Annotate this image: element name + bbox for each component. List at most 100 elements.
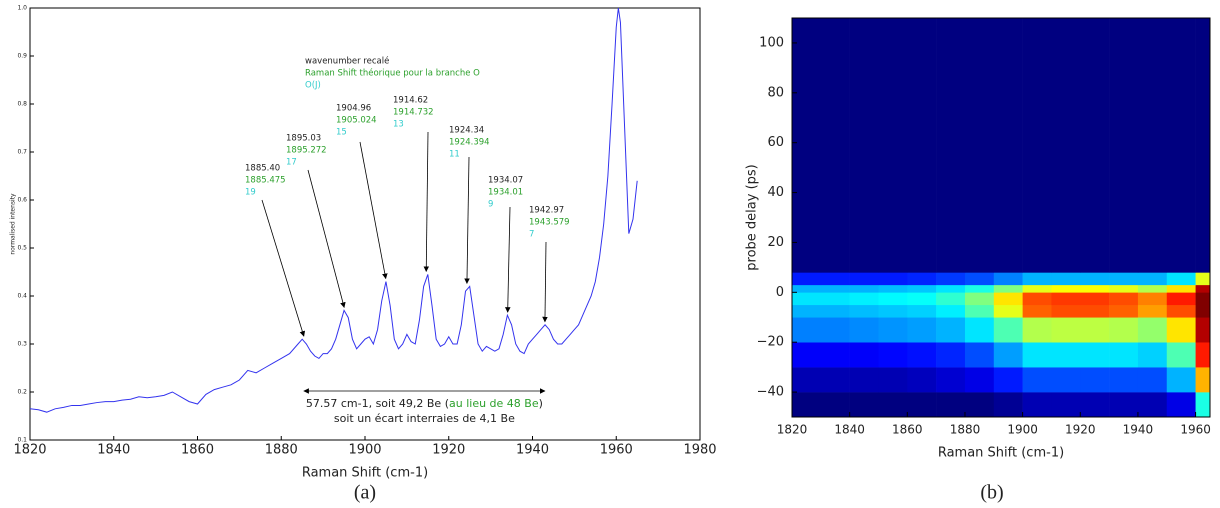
heat-cell: [849, 304, 879, 318]
x-tick-label: 1860: [181, 443, 214, 458]
peak-arrow: [542, 241, 548, 323]
heat-cell: [792, 292, 822, 306]
y-tick-label: −40: [757, 385, 784, 400]
heat-cell: [1080, 284, 1110, 293]
peak-label: 9: [488, 200, 493, 210]
heat-cell: [1022, 342, 1052, 368]
heat-cell: [1137, 342, 1168, 368]
heat-cell: [907, 342, 937, 368]
heat-cell: [878, 367, 908, 393]
peak-label: 11: [449, 150, 460, 160]
x-tick-label: 1860: [892, 423, 923, 437]
peak-label: 1885.475: [245, 176, 286, 186]
heat-cell: [1166, 284, 1196, 293]
heat-cell: [993, 317, 1023, 343]
heat-cell: [878, 272, 908, 286]
heat-cell: [993, 342, 1023, 368]
heat-cell: [964, 18, 995, 273]
peak-label: 13: [393, 120, 404, 130]
heat-cell: [849, 292, 879, 306]
heat-cell: [907, 272, 937, 286]
heat-cell: [1051, 272, 1081, 286]
heat-cell: [1022, 272, 1052, 286]
x-tick-label: 1900: [1007, 423, 1038, 437]
span-note-part: ): [539, 397, 543, 410]
y-tick-label: 0.5: [17, 245, 27, 252]
heat-cell: [792, 304, 822, 318]
heat-cell: [1166, 342, 1196, 368]
heat-cell: [849, 367, 879, 393]
y-axis-label: normalised intensity: [10, 193, 17, 255]
heat-cell: [993, 392, 1023, 418]
span-note: soit un écart interraies de 4,1 Be: [334, 412, 515, 425]
span-note: 57.57 cm-1, soit 49,2 Be (au lieu de 48 …: [306, 397, 543, 410]
peak-label: 1924.394: [449, 138, 490, 148]
heat-cell: [1051, 292, 1081, 306]
heat-cell: [907, 304, 937, 318]
heat-cell: [1195, 317, 1211, 343]
heat-cell: [1051, 392, 1081, 418]
heat-cell: [1051, 317, 1081, 343]
heat-cell: [993, 18, 1023, 273]
heat-cell: [878, 18, 908, 273]
heat-cell: [907, 284, 937, 293]
heat-cell: [849, 342, 879, 368]
x-tick-label: 1940: [1123, 423, 1154, 437]
heat-cell: [936, 342, 966, 368]
y-tick-label: 0.7: [17, 149, 27, 156]
x-tick-label: 1960: [1180, 423, 1211, 437]
peak-label: 1914.62: [393, 96, 428, 106]
heat-cell: [936, 18, 966, 273]
peak-arrow: [423, 131, 430, 272]
heat-cell: [1022, 304, 1052, 318]
peak-label: 1885.40: [245, 164, 280, 174]
y-tick-label: 100: [759, 35, 784, 50]
heat-cell: [1051, 284, 1081, 293]
peak-label: 15: [336, 128, 347, 138]
y-tick-label: 0.6: [17, 197, 27, 204]
caption: (a): [354, 482, 376, 504]
heat-cell: [1137, 317, 1168, 343]
heat-cell: [820, 317, 850, 343]
heat-cell: [878, 317, 908, 343]
x-tick-label: 1880: [950, 423, 981, 437]
heat-cell: [936, 317, 966, 343]
heat-cell: [792, 272, 822, 286]
x-tick-label: 1840: [97, 443, 130, 458]
heat-cell: [1109, 272, 1139, 286]
peak-label: 1934.07: [488, 176, 523, 186]
peak-label: 1942.97: [529, 206, 564, 216]
x-tick-label: 1840: [834, 423, 865, 437]
y-tick-label: 1.0: [17, 5, 27, 12]
heat-cell: [1109, 304, 1139, 318]
heat-cell: [1080, 18, 1110, 273]
heat-cell: [820, 304, 850, 318]
heat-cell: [993, 304, 1023, 318]
heat-cell: [820, 284, 850, 293]
heat-cell: [792, 342, 822, 368]
x-axis-label: Raman Shift (cm-1): [938, 446, 1064, 461]
heat-cell: [964, 392, 995, 418]
heat-cell: [1137, 272, 1168, 286]
heat-cell: [993, 284, 1023, 293]
heat-cell: [1080, 304, 1110, 318]
heat-cell: [936, 367, 966, 393]
heat-cell: [907, 392, 937, 418]
peak-label: 1905.024: [336, 116, 377, 126]
heat-cell: [936, 304, 966, 318]
heat-cell: [964, 284, 995, 293]
span-note-part: 57.57 cm-1, soit 49,2 Be (: [306, 397, 449, 410]
peak-label: 1904.96: [336, 104, 371, 114]
heat-cell: [792, 284, 822, 293]
heat-cell: [964, 342, 995, 368]
peak-label: 1924.34: [449, 126, 484, 136]
y-tick-label: 60: [767, 135, 784, 150]
x-tick-label: 1960: [600, 443, 633, 458]
heat-cell: [1080, 272, 1110, 286]
heat-cell: [1166, 272, 1196, 286]
heat-cell: [964, 272, 995, 286]
heat-cell: [1109, 284, 1139, 293]
heat-cell: [1166, 367, 1196, 393]
heat-cell: [849, 18, 879, 273]
